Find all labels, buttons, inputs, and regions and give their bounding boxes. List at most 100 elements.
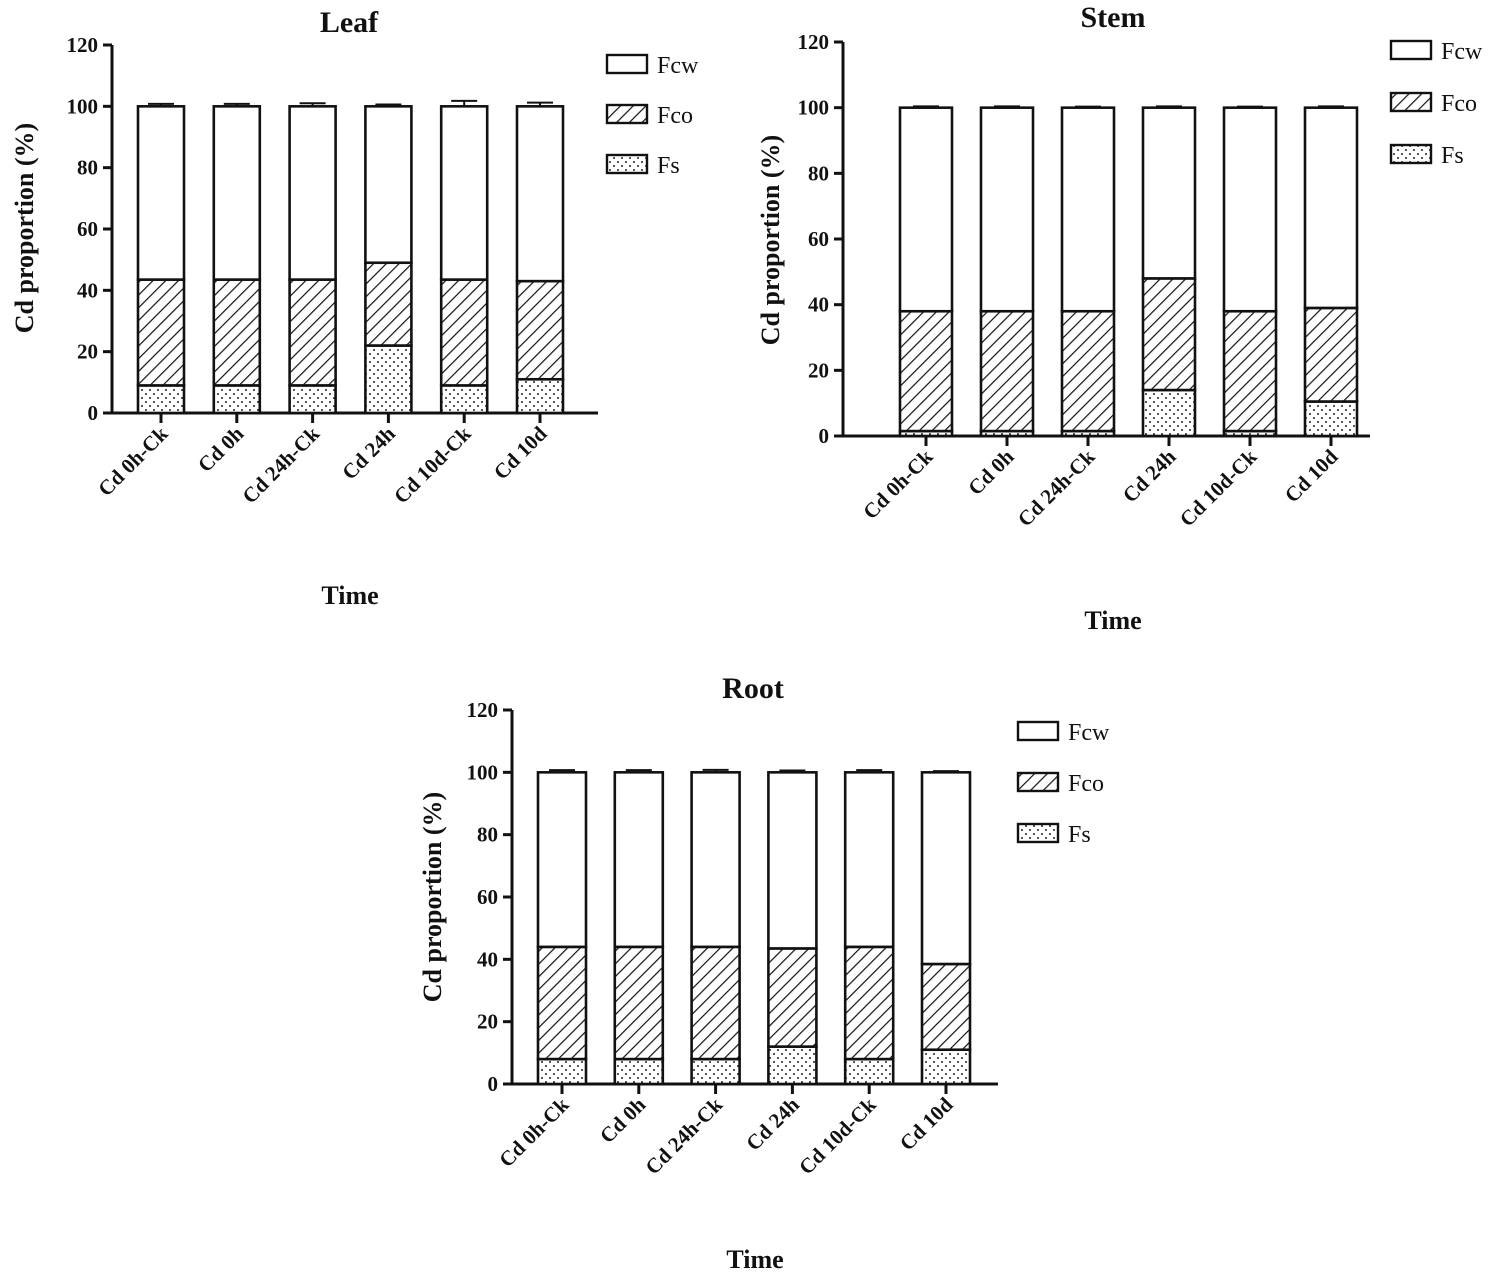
y-tick-label: 0: [488, 1072, 499, 1096]
y-tick-label: 0: [819, 424, 830, 448]
y-tick-label: 20: [477, 1010, 498, 1034]
bar-segment-fco: [364, 261, 413, 347]
bar-segment-fs: [767, 1045, 818, 1086]
bar-segment-fco: [212, 278, 262, 387]
legend-item-fs: Fs: [1389, 143, 1464, 169]
y-tick-label: 80: [477, 823, 498, 847]
bar-segment-fcw: [920, 771, 972, 966]
bar-segment-fcw: [288, 105, 337, 281]
legend-swatch-fco: [605, 103, 649, 125]
bar-segment-fs: [613, 1057, 665, 1086]
y-tick-label: 80: [77, 156, 98, 180]
y-tick-label: 100: [67, 94, 99, 118]
x-tick-label: Cd 0h: [193, 421, 249, 477]
bar-segment-fco: [767, 947, 818, 1048]
x-tick-label: Cd 10d: [1280, 444, 1343, 507]
legend-item-fs: Fs: [1016, 822, 1091, 848]
x-tick-label: Cd 0h-Ck: [494, 1092, 574, 1172]
bar-segment-fs: [1141, 388, 1197, 438]
y-tick-label: 20: [77, 340, 98, 364]
x-tick-label: Cd 24h: [741, 1092, 804, 1155]
legend-label-fco: Fco: [1441, 91, 1477, 117]
chart-title: Stem: [1081, 1, 1146, 34]
bar-segment-fco: [536, 945, 588, 1061]
bar-segment-fcw: [364, 105, 413, 265]
legend-swatch-fs: [605, 153, 649, 175]
legend-item-fco: Fco: [1389, 91, 1477, 117]
bar-segment-fs: [920, 1048, 972, 1086]
bar-segment-fco: [979, 309, 1035, 433]
y-tick-label: 40: [808, 293, 829, 317]
bar-segment-fco: [1141, 277, 1197, 392]
bar-segment-fs: [515, 377, 565, 415]
bar-segment-fco: [920, 962, 972, 1052]
bar-segment-fco: [690, 945, 741, 1061]
legend-item-fco: Fco: [1016, 771, 1104, 797]
x-axis-label: Time: [1084, 606, 1141, 635]
bar-segment-fcw: [1222, 106, 1278, 313]
bar-segment-fco: [1303, 306, 1359, 403]
legend-label-fs: Fs: [1068, 822, 1091, 848]
y-axis-label: Cd proportion (%): [418, 792, 447, 1002]
y-axis-label: Cd proportion (%): [10, 123, 39, 333]
x-axis-label: Time: [726, 1245, 783, 1274]
x-axis-label: Time: [321, 581, 378, 610]
legend-label-fcw: Fcw: [1441, 39, 1483, 65]
x-tick-label: Cd 10d-Ck: [1175, 444, 1262, 531]
bar-segment-fcw: [1303, 106, 1359, 310]
y-tick-label: 120: [467, 698, 499, 722]
bar-segment-fs: [212, 384, 262, 415]
bar-segment-fcw: [898, 106, 954, 313]
x-tick-label: Cd 24h: [337, 421, 400, 484]
legend-label-fco: Fco: [1068, 771, 1104, 797]
x-tick-label: Cd 10d: [895, 1092, 958, 1155]
x-tick-label: Cd 10d-Ck: [794, 1092, 881, 1179]
y-tick-label: 120: [798, 30, 830, 54]
bar-segment-fs: [136, 384, 186, 415]
bar-segment-fco: [136, 278, 186, 387]
bar-segment-fco: [288, 278, 337, 387]
bar-segment-fs: [536, 1057, 588, 1086]
legend-item-fcw: Fcw: [1389, 39, 1483, 65]
y-axis-label: Cd proportion (%): [756, 135, 785, 345]
y-tick-label: 120: [67, 33, 99, 57]
bar-segment-fs: [364, 344, 413, 415]
legend-swatch-fcw: [1389, 39, 1433, 61]
bar-segment-fcw: [1060, 106, 1116, 313]
legend-swatch-fco: [1016, 771, 1060, 793]
bar-segment-fcw: [212, 105, 262, 281]
x-tick-label: Cd 24h-Ck: [640, 1092, 727, 1179]
bar-segment-fco: [1222, 309, 1278, 433]
x-tick-label: Cd 10d: [489, 421, 552, 484]
legend-swatch-fs: [1389, 143, 1433, 165]
bar-segment-fcw: [843, 771, 895, 949]
y-tick-label: 20: [808, 358, 829, 382]
legend-label-fcw: Fcw: [1068, 720, 1110, 746]
chart-title: Leaf: [320, 6, 379, 39]
bar-segment-fcw: [979, 106, 1035, 313]
legend-label-fcw: Fcw: [657, 53, 699, 79]
legend-item-fcw: Fcw: [1016, 720, 1110, 746]
y-tick-label: 100: [467, 760, 499, 784]
legend-swatch-fco: [1389, 91, 1433, 113]
y-tick-label: 100: [798, 96, 830, 120]
y-tick-label: 60: [77, 217, 98, 241]
y-tick-label: 60: [808, 227, 829, 251]
x-tick-label: Cd 24h-Ck: [1013, 444, 1100, 531]
legend-item-fs: Fs: [605, 153, 680, 179]
y-tick-label: 0: [88, 401, 99, 425]
bar-segment-fcw: [515, 105, 565, 283]
bar-segment-fs: [690, 1057, 741, 1086]
bar-segment-fs: [843, 1057, 895, 1086]
bar-segment-fco: [1060, 309, 1116, 433]
y-tick-label: 40: [77, 278, 98, 302]
x-tick-label: Cd 24h-Ck: [237, 421, 324, 508]
x-tick-label: Cd 0h: [595, 1092, 651, 1148]
legend-label-fs: Fs: [657, 153, 680, 179]
y-tick-label: 40: [477, 947, 498, 971]
x-tick-label: Cd 24h: [1118, 444, 1181, 507]
bar-segment-fs: [288, 384, 337, 415]
